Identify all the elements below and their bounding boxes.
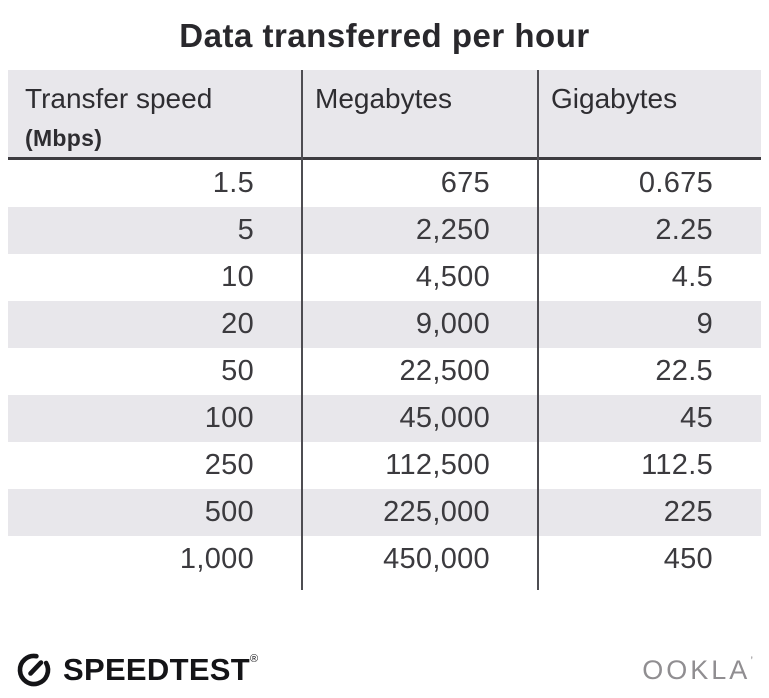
cell-gigabytes: 4.5 xyxy=(671,261,713,293)
registered-trademark-icon: ® xyxy=(250,652,259,665)
table-header: Transfer speed (Mbps) Megabytes Gigabyte… xyxy=(8,70,761,160)
ookla-logo: OOKLA’ xyxy=(642,655,753,684)
cell-gigabytes: 0.675 xyxy=(638,167,713,199)
cell-speed: 1,000 xyxy=(179,543,254,575)
cell-megabytes: 675 xyxy=(440,167,490,199)
column-divider xyxy=(537,70,539,590)
cell-speed: 100 xyxy=(204,402,254,434)
speedtest-logo: SPEEDTEST® xyxy=(14,649,258,689)
column-divider xyxy=(301,70,303,590)
header-gigabytes: Gigabytes xyxy=(551,83,678,114)
cell-megabytes: 9,000 xyxy=(415,308,490,340)
data-table: Transfer speed (Mbps) Megabytes Gigabyte… xyxy=(8,70,761,590)
cell-megabytes: 450,000 xyxy=(383,543,490,575)
cell-speed: 500 xyxy=(204,496,254,528)
table-row: 20 9,000 9 xyxy=(8,301,761,348)
speedtest-wordmark: SPEEDTEST® xyxy=(63,651,259,687)
speedtest-gauge-icon xyxy=(14,649,54,689)
cell-speed: 1.5 xyxy=(212,167,254,199)
cell-megabytes: 22,500 xyxy=(399,355,490,387)
cell-speed: 10 xyxy=(221,261,254,293)
cell-gigabytes: 45 xyxy=(680,402,713,434)
table-row: 1.5 675 0.675 xyxy=(8,160,761,207)
table-row: 1,000 450,000 450 xyxy=(8,536,761,583)
cell-megabytes: 112,500 xyxy=(385,449,490,481)
table-row: 500 225,000 225 xyxy=(8,489,761,536)
table-row: 100 45,000 45 xyxy=(8,395,761,442)
table-row: 10 4,500 4.5 xyxy=(8,254,761,301)
cell-speed: 50 xyxy=(221,355,254,387)
cell-speed: 250 xyxy=(204,449,254,481)
table-row: 250 112,500 112.5 xyxy=(8,442,761,489)
footer: SPEEDTEST® OOKLA’ xyxy=(14,646,753,692)
cell-gigabytes: 225 xyxy=(663,496,713,528)
cell-speed: 20 xyxy=(221,308,254,340)
cell-gigabytes: 112.5 xyxy=(641,449,713,481)
header-megabytes: Megabytes xyxy=(315,83,452,114)
table-row: 5 2,250 2.25 xyxy=(8,207,761,254)
cell-gigabytes: 9 xyxy=(696,308,713,340)
header-transfer-speed-unit: (Mbps) xyxy=(25,125,103,151)
header-transfer-speed: Transfer speed (Mbps) xyxy=(8,70,302,157)
table-body: 1.5 675 0.675 5 2,250 2.25 10 4,500 4.5 … xyxy=(8,160,761,583)
cell-gigabytes: 22.5 xyxy=(655,355,713,387)
ookla-trademark-icon: ’ xyxy=(750,653,753,668)
cell-megabytes: 225,000 xyxy=(383,496,490,528)
cell-gigabytes: 2.25 xyxy=(655,214,713,246)
cell-megabytes: 4,500 xyxy=(415,261,490,293)
header-transfer-speed-label: Transfer speed xyxy=(25,83,213,114)
cell-megabytes: 45,000 xyxy=(399,402,490,434)
cell-megabytes: 2,250 xyxy=(415,214,490,246)
ookla-wordmark: OOKLA xyxy=(642,654,751,685)
page-title: Data transferred per hour xyxy=(179,17,590,54)
cell-speed: 5 xyxy=(237,214,254,246)
table-row: 50 22,500 22.5 xyxy=(8,348,761,395)
cell-gigabytes: 450 xyxy=(663,543,713,575)
